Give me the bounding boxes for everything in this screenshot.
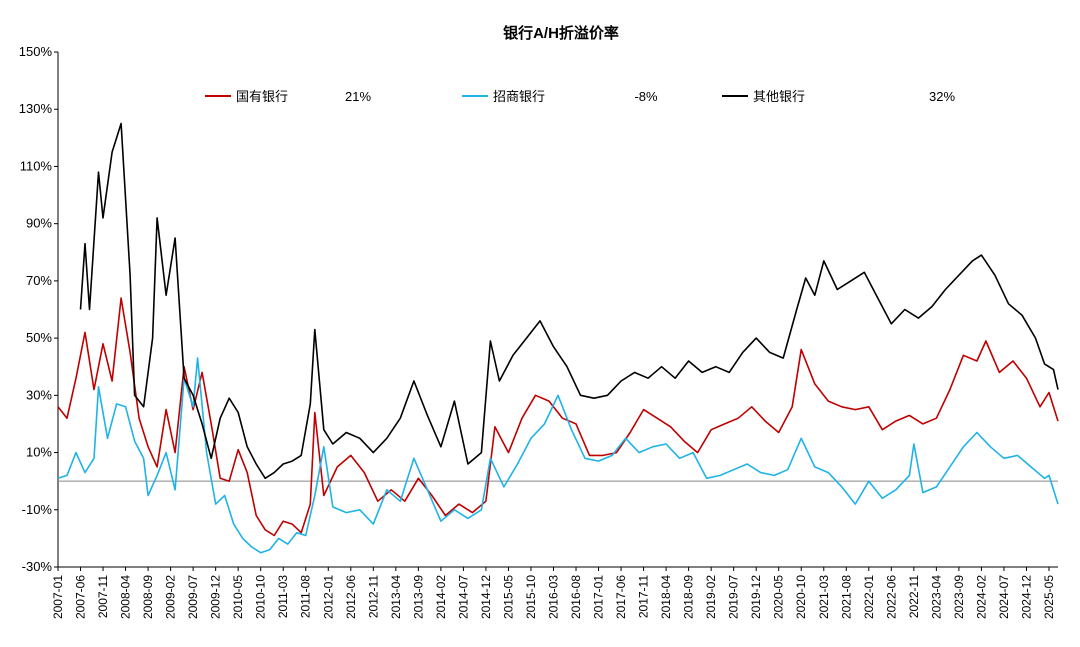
x-axis: 2007-01 2007-06 2007-11 2008-04 2008-09 2009-… <box>51 566 1058 619</box>
x-tick-label: 2014-02 <box>434 575 448 619</box>
x-tick-label: 2007-06 <box>74 575 88 619</box>
x-tick-label: 2016-03 <box>546 575 560 619</box>
y-tick-label: 10% <box>26 445 52 460</box>
x-tick-label: 2017-11 <box>637 575 651 618</box>
x-tick-label: 2012-06 <box>344 575 358 619</box>
chart-title: 银行A/H折溢价率 <box>503 24 619 42</box>
x-tick-label: 2014-12 <box>479 575 493 619</box>
legend-value-3: 32% <box>929 89 955 104</box>
x-tick-label: 2016-08 <box>569 575 583 619</box>
x-tick-label: 2024-12 <box>1019 575 1033 619</box>
x-tick-label: 2012-11 <box>366 575 380 618</box>
x-tick-label: 2015-05 <box>501 575 515 619</box>
series-line-3 <box>79 122 1059 480</box>
x-tick-label: 2017-06 <box>614 575 628 619</box>
x-tick-label: 2008-09 <box>141 575 155 619</box>
x-tick-label: 2018-04 <box>659 575 673 619</box>
x-tick-label: 2023-09 <box>952 575 966 619</box>
x-tick-label: 2022-01 <box>862 575 876 619</box>
x-tick-label: 2007-01 <box>51 575 65 619</box>
x-tick-label: 2021-03 <box>817 575 831 619</box>
y-tick-label: 50% <box>26 330 52 345</box>
y-tick-label: 70% <box>26 273 52 288</box>
x-tick-label: 2025-05 <box>1042 575 1056 619</box>
x-tick-label: 2015-10 <box>524 575 538 619</box>
x-tick-label: 2021-08 <box>839 575 853 619</box>
x-tick-label: 2009-12 <box>209 575 223 619</box>
y-tick-label: 90% <box>26 216 52 231</box>
x-tick-label: 2008-04 <box>119 575 133 619</box>
x-tick-label: 2010-10 <box>254 575 268 619</box>
x-tick-label: 2020-05 <box>772 575 786 619</box>
y-tick-label: 150% <box>19 44 53 59</box>
x-tick-label: 2009-02 <box>164 575 178 619</box>
y-tick-label: 30% <box>26 387 52 402</box>
legend-value-1: 21% <box>345 89 371 104</box>
x-tick-label: 2022-11 <box>907 575 921 618</box>
y-tick-label: 130% <box>19 101 53 116</box>
x-tick-label: 2019-02 <box>704 575 718 619</box>
x-tick-label: 2018-09 <box>682 575 696 619</box>
x-tick-label: 2022-06 <box>884 575 898 619</box>
x-tick-label: 2011-03 <box>276 575 290 618</box>
x-tick-label: 2007-11 <box>96 575 110 618</box>
x-tick-label: 2011-08 <box>299 575 313 618</box>
x-tick-label: 2012-01 <box>321 575 335 619</box>
x-tick-label: 2013-09 <box>411 575 425 619</box>
legend-label-1: 国有银行 <box>236 89 288 104</box>
x-tick-label: 2010-05 <box>231 575 245 619</box>
x-tick-label: 2024-07 <box>997 575 1011 619</box>
legend-label-3: 其他银行 <box>753 89 805 104</box>
series-line-2 <box>57 357 1059 554</box>
x-tick-label: 2019-12 <box>749 575 763 619</box>
x-tick-label: 2014-07 <box>456 575 470 619</box>
y-tick-label: -10% <box>22 502 53 517</box>
series-line-1 <box>57 297 1059 537</box>
x-tick-label: 2024-02 <box>974 575 988 619</box>
series-layer <box>57 122 1059 554</box>
x-tick-label: 2019-07 <box>727 575 741 619</box>
x-tick-label: 2023-04 <box>929 575 943 619</box>
x-tick-label: 2009-07 <box>186 575 200 619</box>
y-tick-label: 110% <box>20 158 53 173</box>
x-tick-label: 2017-01 <box>592 575 606 619</box>
x-tick-label: 2020-10 <box>794 575 808 619</box>
x-tick-label: 2013-04 <box>389 575 403 619</box>
legend-label-2: 招商银行 <box>493 89 545 104</box>
y-axis: -30% -10% 10% 30% 50% 70% 90% 110% 130% 150% <box>19 44 59 574</box>
y-tick-label: -30% <box>22 559 53 574</box>
legend: 国有银行 21% 招商银行 -8% 其他银行 32% <box>205 89 955 104</box>
legend-value-2: -8% <box>634 89 658 104</box>
